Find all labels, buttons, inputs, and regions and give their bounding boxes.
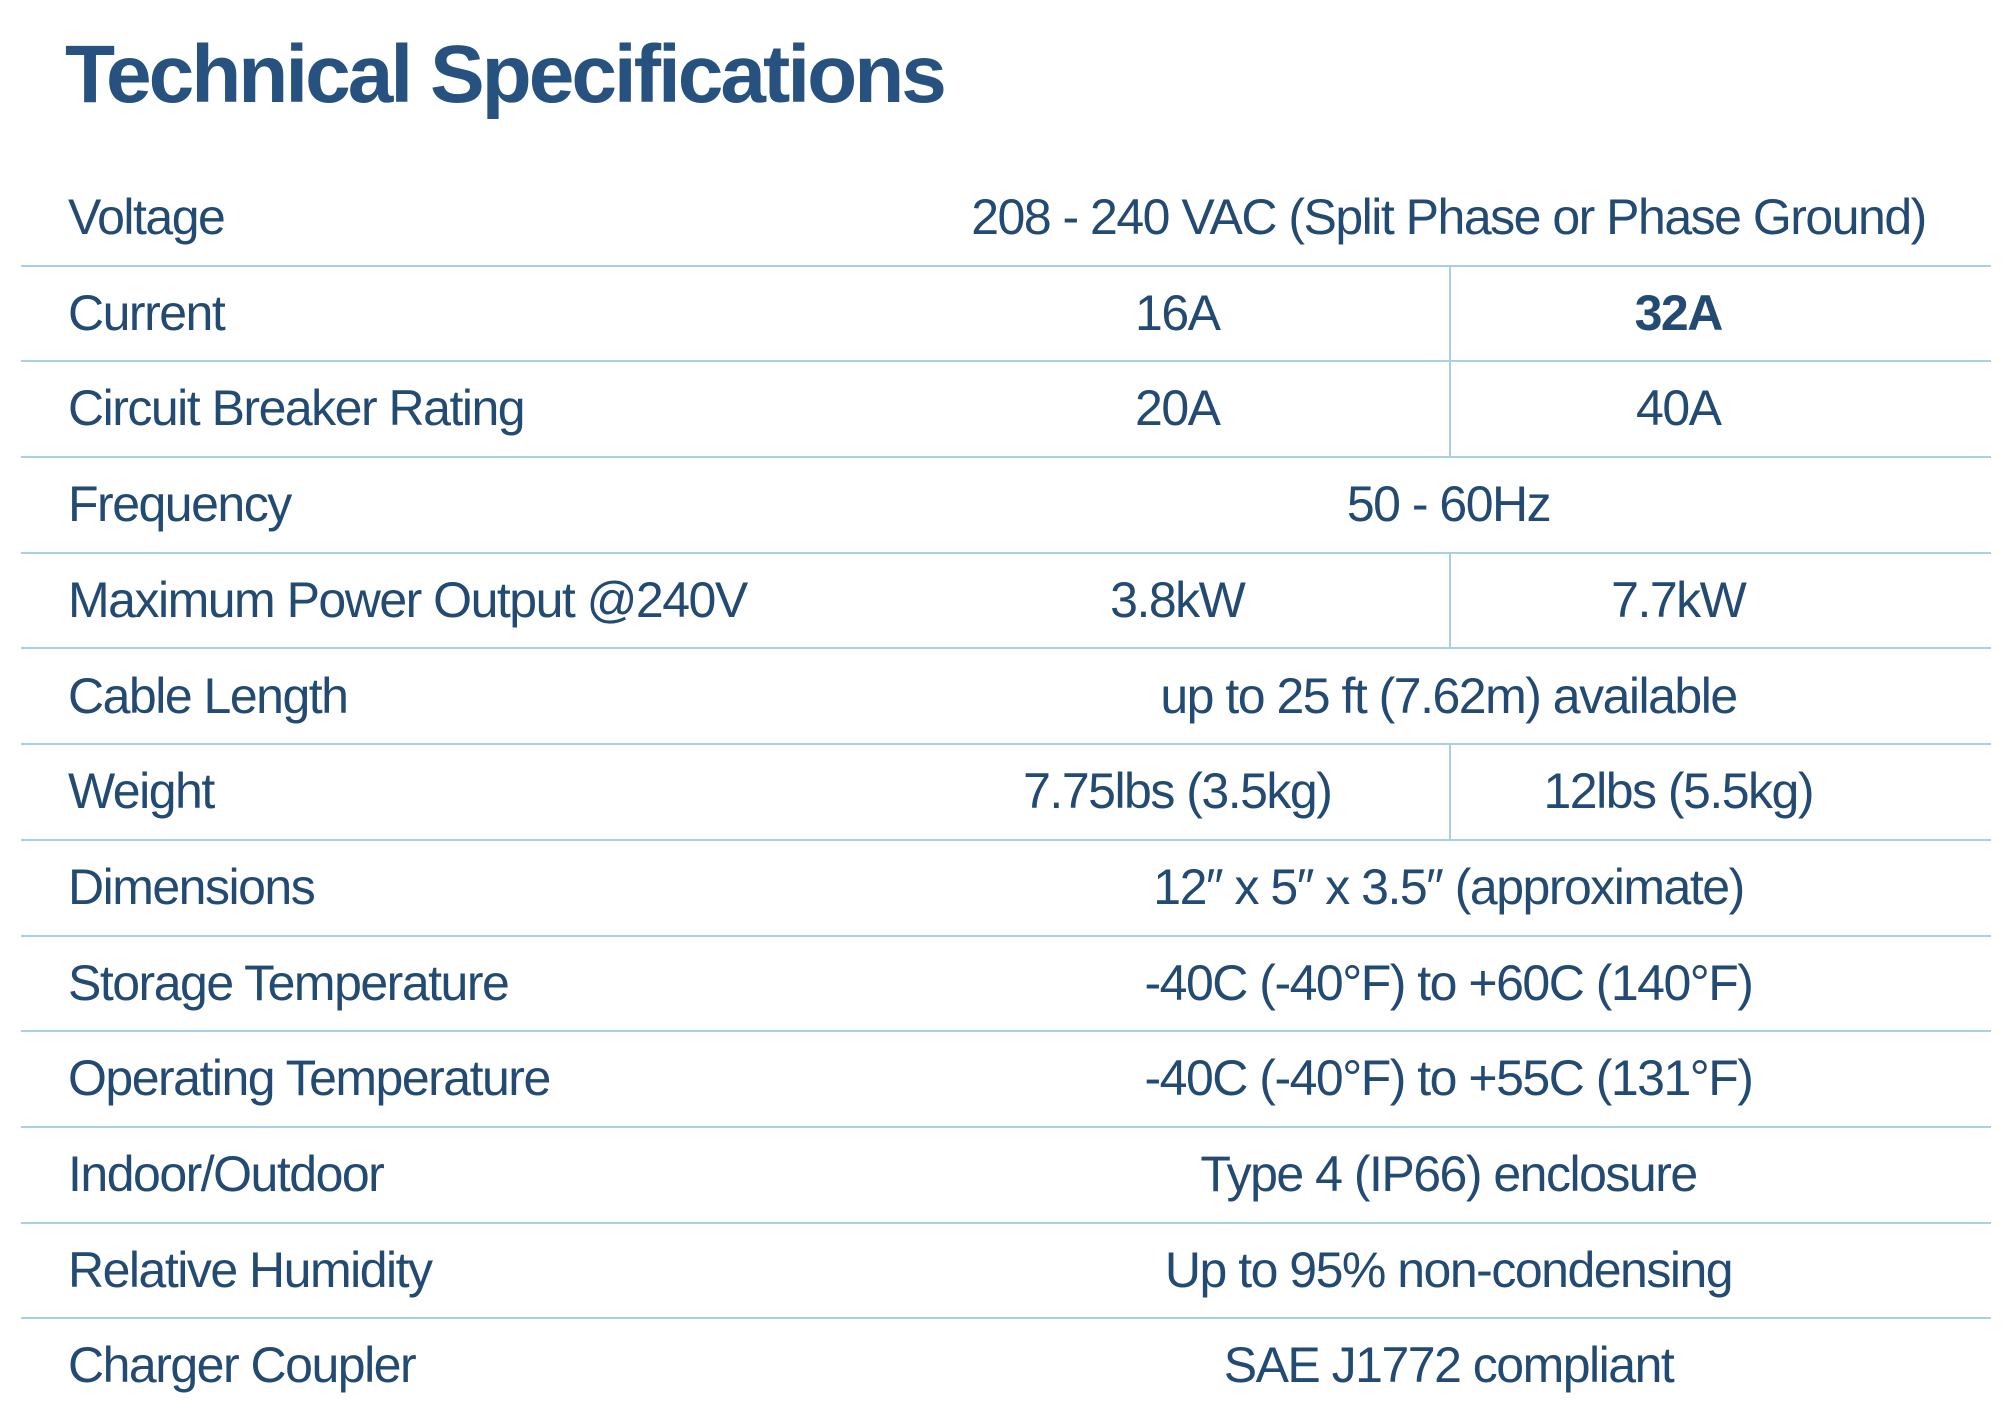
row-label: Maximum Power Output @240V	[68, 571, 748, 628]
row-label: Dimensions	[68, 858, 316, 915]
row-value: up to 25 ft (7.62m) available	[1160, 667, 1738, 724]
row-value-weight-2: 12lbs (5.5kg)	[1448, 745, 1992, 839]
row-value: Up to 95% non-condensing	[1164, 1241, 1734, 1298]
row-label: Relative Humidity	[68, 1241, 433, 1298]
table-row-weight: Weight 7.75lbs (3.5kg) 12lbs (5.5kg)	[21, 745, 1991, 841]
row-value-40a: 40A	[1448, 362, 1992, 457]
table-row-indoor-outdoor: Indoor/Outdoor Type 4 (IP66) enclosure	[21, 1128, 1991, 1224]
row-value: SAE J1772 compliant	[1223, 1337, 1675, 1394]
table-row-current: Current 16A 32A	[21, 266, 1992, 363]
row-value: 208 - 240 VAC (Split Phase or Phase Grou…	[971, 189, 1927, 246]
row-label: Cable Length	[68, 667, 349, 724]
row-label: Circuit Breaker Rating	[68, 380, 526, 437]
page-title: Technical Specifications	[65, 29, 947, 120]
row-value: -40C (-40°F) to +60C (140°F)	[1144, 954, 1754, 1011]
table-row-frequency: Frequency 50 - 60Hz	[21, 458, 1991, 554]
row-label: Operating Temperature	[68, 1050, 551, 1107]
table-row-cable-length: Cable Length up to 25 ft (7.62m) availab…	[21, 649, 1991, 746]
table-row-storage-temperature: Storage Temperature -40C (-40°F) to +60C…	[21, 937, 1991, 1033]
table-row-relative-humidity: Relative Humidity Up to 95% non-condensi…	[21, 1224, 1991, 1320]
row-value-weight-1: 7.75lbs (3.5kg)	[1023, 763, 1333, 820]
row-label: Frequency	[68, 476, 292, 533]
row-value-32a: 32A	[1448, 266, 1992, 361]
technical-specifications-table: Voltage 208 - 240 VAC (Split Phase or Ph…	[21, 171, 1991, 1424]
row-value-7-7kw: 7.7kW	[1448, 553, 1992, 648]
row-value-16a: 16A	[1135, 284, 1221, 341]
row-value-3-8kw: 3.8kW	[1110, 571, 1246, 628]
table-row-voltage: Voltage 208 - 240 VAC (Split Phase or Ph…	[21, 171, 1991, 267]
row-label: Storage Temperature	[68, 954, 510, 1011]
row-value: Type 4 (IP66) enclosure	[1200, 1145, 1698, 1202]
table-row-charger-coupler: Charger Coupler SAE J1772 compliant	[21, 1319, 1991, 1424]
row-value: -40C (-40°F) to +55C (131°F)	[1144, 1050, 1754, 1107]
row-label: Indoor/Outdoor	[68, 1145, 385, 1202]
row-label: Current	[68, 284, 226, 341]
row-value: 50 - 60Hz	[1346, 476, 1552, 533]
row-value: 12″ x 5″ x 3.5″ (approximate)	[1153, 858, 1745, 915]
table-row-circuit-breaker-rating: Circuit Breaker Rating 20A 40A	[21, 362, 1992, 459]
table-row-dimensions: Dimensions 12″ x 5″ x 3.5″ (approximate)	[21, 841, 1991, 937]
row-value-20a: 20A	[1135, 380, 1221, 437]
row-label: Charger Coupler	[68, 1337, 417, 1394]
row-label: Voltage	[68, 189, 226, 246]
row-label: Weight	[68, 763, 215, 820]
table-row-max-power-output: Maximum Power Output @240V 3.8kW 7.7kW	[21, 553, 1992, 650]
table-row-operating-temperature: Operating Temperature -40C (-40°F) to +5…	[21, 1032, 1991, 1128]
